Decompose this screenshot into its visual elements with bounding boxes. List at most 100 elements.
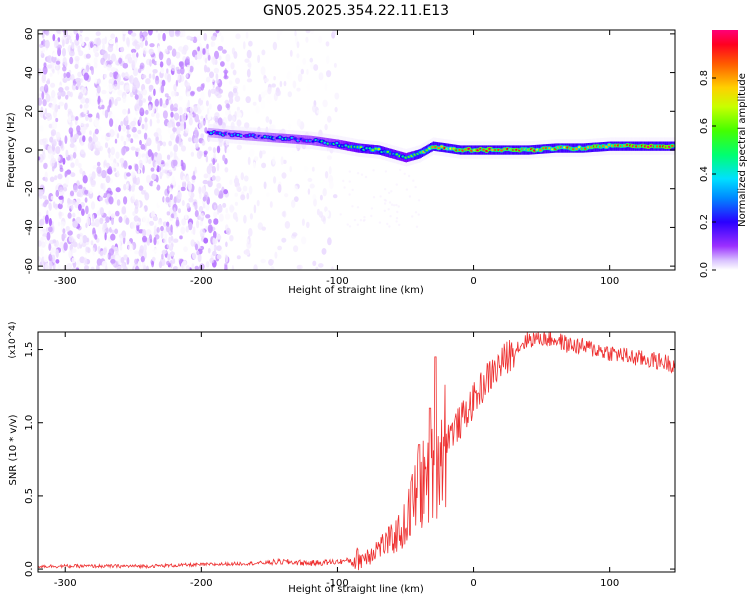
heatmap-noise-cell [173, 151, 177, 159]
heatmap-noise-cell [57, 105, 61, 110]
heatmap-noise-cell [243, 214, 247, 224]
heatmap-noise-cell [343, 186, 346, 189]
heatmap-noise-cell [50, 129, 57, 137]
heatmap-noise-cell [156, 227, 160, 233]
heatmap-noise-cell [129, 92, 134, 98]
heatmap-noise-cell [72, 220, 78, 228]
heatmap-noise-cell [255, 105, 260, 114]
heatmap-noise-cell [225, 103, 230, 109]
heatmap-ridge-peak [311, 140, 315, 143]
heatmap-noise-cell [102, 222, 108, 230]
heatmap-noise-cell [139, 116, 142, 124]
heatmap-noise-cell [51, 157, 57, 164]
heatmap-noise-cell [130, 48, 137, 54]
heatmap-noise-cell [256, 199, 260, 207]
heatmap-noise-cell [200, 127, 205, 133]
heatmap-noise-cell [187, 137, 192, 143]
heatmap-noise-cell [148, 158, 152, 165]
heatmap-noise-cell [38, 256, 41, 262]
heatmap-noise-cell [142, 31, 148, 37]
heatmap-noise-cell [281, 172, 287, 179]
heatmap-noise-cell [51, 121, 57, 130]
heatmap-noise-cell [94, 78, 97, 84]
heatmap-noise-cell [186, 64, 191, 72]
heatmap-noise-cell [90, 99, 95, 107]
heatmap-noise-cell [96, 161, 101, 167]
heatmap-noise-cell [207, 113, 212, 121]
heatmap-noise-cell [158, 200, 163, 206]
heatmap-noise-cell [145, 109, 149, 115]
heatmap-noise-cell [121, 72, 126, 78]
heatmap-noise-cell [326, 70, 332, 78]
heatmap-noise-cell [152, 73, 156, 80]
heatmap-noise-cell [388, 201, 392, 204]
heatmap-noise-cell [233, 51, 238, 59]
heatmap-noise-cell [301, 236, 307, 245]
heatmap-noise-cell [76, 80, 81, 88]
heatmap-noise-cell [93, 62, 98, 69]
heatmap-noise-cell [154, 234, 160, 240]
heatmap-noise-cell [50, 82, 56, 88]
heatmap-noise-cell [128, 184, 132, 192]
heatmap-noise-cell [235, 33, 241, 40]
heatmap-noise-cell [115, 187, 121, 193]
heatmap-noise-cell [154, 156, 157, 161]
heatmap-noise-cell [412, 179, 415, 182]
heatmap-noise-cell [42, 195, 48, 200]
heatmap-noise-cell [291, 199, 296, 208]
heatmap-noise-cell [172, 127, 177, 133]
heatmap-noise-cell [38, 150, 41, 158]
heatmap-noise-cell [75, 158, 79, 167]
heatmap-noise-cell [210, 35, 217, 41]
heatmap-noise-cell [224, 167, 229, 173]
heatmap-noise-cell [126, 53, 132, 58]
heatmap-noise-cell [302, 57, 307, 65]
heatmap-noise-cell [144, 40, 148, 47]
heatmap-noise-cell [326, 155, 332, 160]
heatmap-noise-cell [69, 56, 74, 65]
heatmap-noise-cell [121, 206, 127, 215]
y-tick-label: 0.0 [24, 561, 35, 577]
heatmap-noise-cell [205, 76, 211, 83]
y-tick-label: -20 [24, 181, 35, 197]
heatmap-noise-cell [149, 59, 152, 67]
heatmap-noise-cell [260, 91, 266, 99]
heatmap-noise-cell [153, 132, 159, 138]
heatmap-noise-cell [297, 264, 303, 270]
heatmap-ridge-peak [539, 149, 542, 152]
heatmap-noise-cell [205, 225, 209, 231]
heatmap-noise-cell [245, 249, 250, 254]
heatmap-noise-cell [40, 50, 43, 56]
heatmap-noise-cell [159, 171, 164, 176]
heatmap-noise-cell [214, 50, 219, 60]
heatmap-ridge-peak [386, 150, 390, 153]
heatmap-noise-cell [212, 158, 216, 165]
heatmap-noise-cell [222, 202, 227, 208]
y-tick-label: -40 [24, 219, 35, 235]
heatmap-noise-cell [188, 112, 193, 119]
heatmap-noise-cell [41, 74, 46, 84]
heatmap-noise-cell [205, 155, 209, 163]
heatmap-noise-cell [154, 98, 159, 107]
heatmap-noise-cell [183, 246, 188, 253]
heatmap-noise-cell [260, 66, 266, 76]
heatmap-noise-cell [139, 139, 142, 146]
heatmap-noise-cell [238, 112, 243, 118]
heatmap-noise-cell [181, 113, 187, 122]
heatmap-ridge-peak [377, 148, 381, 151]
heatmap-noise-cell [115, 118, 120, 125]
heatmap-noise-cell [181, 49, 186, 55]
heatmap-noise-cell [151, 152, 154, 161]
heatmap-noise-cell [223, 189, 229, 195]
heatmap-noise-cell [109, 155, 114, 161]
heatmap-cells [38, 30, 675, 270]
heatmap-noise-cell [122, 33, 126, 42]
heatmap-noise-cell [305, 36, 309, 43]
heatmap-noise-cell [296, 41, 300, 49]
x-tick-label: -300 [54, 276, 77, 287]
heatmap-noise-cell [96, 258, 102, 266]
heatmap-noise-cell [78, 162, 82, 169]
heatmap-noise-cell [75, 116, 79, 121]
heatmap-ridge-peak [323, 141, 327, 144]
heatmap-noise-cell [215, 30, 220, 34]
